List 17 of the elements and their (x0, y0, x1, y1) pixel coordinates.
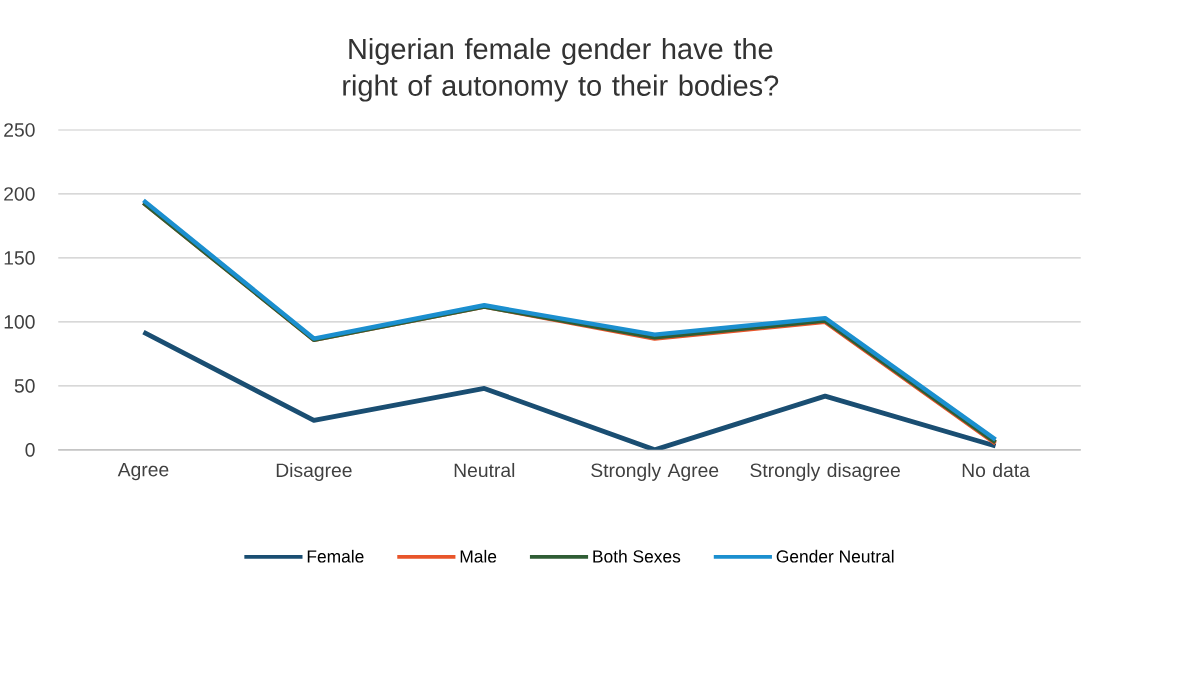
x-tick-label: Strongly disagree (750, 462, 900, 481)
x-tick-label: No data (962, 462, 1030, 477)
x-tick-label: Disagree (276, 462, 352, 481)
legend-label: Female (307, 549, 364, 563)
x-tick-label: Strongly Agree (591, 462, 719, 481)
y-tick-label: 0 (25, 442, 35, 457)
legend-label: Male (460, 549, 497, 563)
y-tick-label: 150 (4, 250, 35, 265)
y-tick-label: 250 (4, 123, 35, 137)
y-tick-label: 50 (14, 378, 35, 393)
y-tick-label: 100 (4, 314, 35, 329)
x-tick-label: Agree (117, 462, 169, 481)
legend-label: Both Sexes (593, 549, 681, 563)
chart-title: Nigerian female gender have the right of autonomy to their bodies? (343, 37, 779, 102)
legend-label: Gender Neutral (776, 549, 894, 563)
x-tick-label: Neutral (454, 462, 515, 477)
y-tick-label: 200 (4, 187, 35, 201)
